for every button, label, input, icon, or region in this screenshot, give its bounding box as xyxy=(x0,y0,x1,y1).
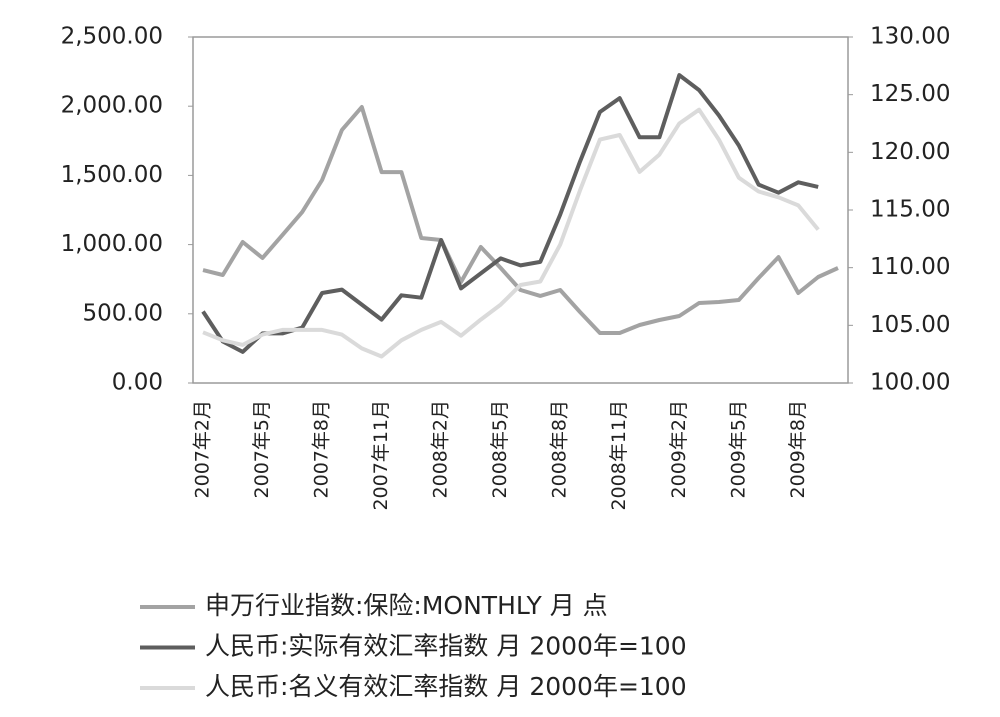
x-tick-label: 2007年2月 xyxy=(192,400,214,498)
y2-tick-label: 130.00 xyxy=(870,24,950,50)
y-tick-label: 2,000.00 xyxy=(61,93,163,119)
y2-tick-label: 110.00 xyxy=(870,254,950,280)
series-line xyxy=(202,105,839,335)
legend-label: 申万行业指数:保险:MONTHLY 月 点 xyxy=(205,591,608,620)
x-tick-label: 2009年2月 xyxy=(668,400,690,498)
legend-label: 人民币:实际有效汇率指数 月 2000年=100 xyxy=(205,632,687,661)
y-tick-label: 500.00 xyxy=(83,300,163,326)
y2-tick-label: 115.00 xyxy=(870,197,950,223)
x-tick-label: 2009年8月 xyxy=(787,400,809,498)
y2-tick-label: 120.00 xyxy=(870,139,950,165)
y-tick-label: 1,000.00 xyxy=(61,231,163,257)
y2-tick-label: 100.00 xyxy=(870,370,950,396)
y-tick-label: 2,500.00 xyxy=(61,24,163,50)
x-tick-label: 2007年8月 xyxy=(311,400,333,498)
x-tick-label: 2008年8月 xyxy=(549,400,571,498)
y2-tick-label: 125.00 xyxy=(870,81,950,107)
series-line xyxy=(201,73,819,354)
series-line xyxy=(202,107,820,359)
x-tick-label: 2008年5月 xyxy=(489,400,511,498)
x-tick-label: 2007年5月 xyxy=(251,400,273,498)
y-tick-label: 0.00 xyxy=(112,370,163,396)
x-tick-label: 2008年2月 xyxy=(430,400,452,498)
x-tick-label: 2008年11月 xyxy=(608,400,630,511)
y-tick-label: 1,500.00 xyxy=(61,162,163,188)
x-tick-label: 2007年11月 xyxy=(370,400,392,511)
legend-label: 人民币:名义有效汇率指数 月 2000年=100 xyxy=(205,672,687,701)
y2-tick-label: 105.00 xyxy=(870,312,950,338)
x-tick-label: 2009年5月 xyxy=(727,400,749,498)
